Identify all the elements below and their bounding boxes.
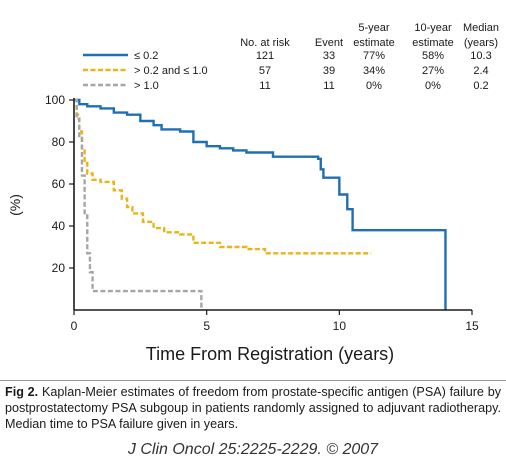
x-tick-label: 5: [203, 319, 210, 333]
legend-cell-events: 11: [323, 80, 334, 92]
caption-divider: [0, 380, 506, 381]
legend-label: > 0.2 and ≤ 1.0: [134, 65, 208, 77]
legend-cell-no_at_risk: 11: [259, 80, 270, 92]
header-10yr-line1: 10-year: [414, 22, 452, 34]
plot-area: 20 40 60 80 100 0 5 10 15: [45, 93, 479, 333]
series-line-0: [74, 98, 447, 310]
km-chart: No. at risk Event 5-year estimate 10-yea…: [7, 22, 499, 364]
legend-rows: ≤ 0.2 121 33 77% 58% 10.3 > 0.2 and ≤ 1.0 57 39 3…: [83, 50, 492, 92]
y-axis-label: (%): [7, 194, 23, 216]
caption-text: Kaplan-Meier estimates of freedom from p…: [5, 385, 502, 431]
series-line-2: [74, 98, 203, 310]
y-ticks: 20 40 60 80 100: [45, 93, 74, 275]
legend-cell-median: 2.4: [473, 65, 488, 77]
y-tick-label: 40: [52, 219, 66, 233]
legend-cell-no_at_risk: 57: [259, 65, 271, 77]
legend-cell-five_year: 0%: [366, 80, 382, 92]
legend-cell-ten_year: 0%: [425, 80, 441, 92]
x-tick-label: 0: [71, 319, 78, 333]
x-ticks: 0 5 10 15: [71, 310, 479, 333]
header-5yr-line2: estimate: [353, 37, 395, 49]
legend-cell-median: 10.3: [470, 50, 491, 62]
legend-cell-median: 0.2: [473, 80, 488, 92]
legend-table: No. at risk Event 5-year estimate 10-yea…: [83, 22, 499, 92]
header-event: Event: [315, 37, 343, 49]
figure-caption: Fig 2. Kaplan-Meier estimates of freedom…: [5, 384, 501, 432]
header-median-line1: Median: [463, 22, 499, 34]
y-tick-label: 100: [45, 93, 65, 107]
legend-cell-no_at_risk: 121: [256, 50, 274, 62]
y-tick-label: 80: [52, 135, 66, 149]
legend-cell-ten_year: 58%: [422, 50, 444, 62]
header-no-at-risk: No. at risk: [240, 37, 290, 49]
series-lines: [74, 98, 447, 310]
x-tick-label: 15: [465, 319, 479, 333]
header-10yr-line2: estimate: [412, 37, 454, 49]
legend-cell-ten_year: 27%: [422, 65, 444, 77]
figure-label: Fig 2.: [5, 385, 39, 399]
legend-cell-five_year: 77%: [363, 50, 385, 62]
legend-cell-five_year: 34%: [363, 65, 385, 77]
y-tick-label: 60: [52, 177, 66, 191]
y-tick-label: 20: [52, 261, 66, 275]
x-tick-label: 10: [333, 319, 347, 333]
x-axis-label: Time From Registration (years): [146, 344, 394, 364]
legend-label: ≤ 0.2: [134, 50, 158, 62]
journal-citation: J Clin Oncol 25:2225-2229. © 2007: [127, 441, 379, 458]
header-median-line2: (years): [464, 37, 498, 49]
header-5yr-line1: 5-year: [358, 22, 390, 34]
legend-label: > 1.0: [134, 80, 159, 92]
legend-cell-events: 39: [323, 65, 335, 77]
legend-cell-events: 33: [323, 50, 335, 62]
